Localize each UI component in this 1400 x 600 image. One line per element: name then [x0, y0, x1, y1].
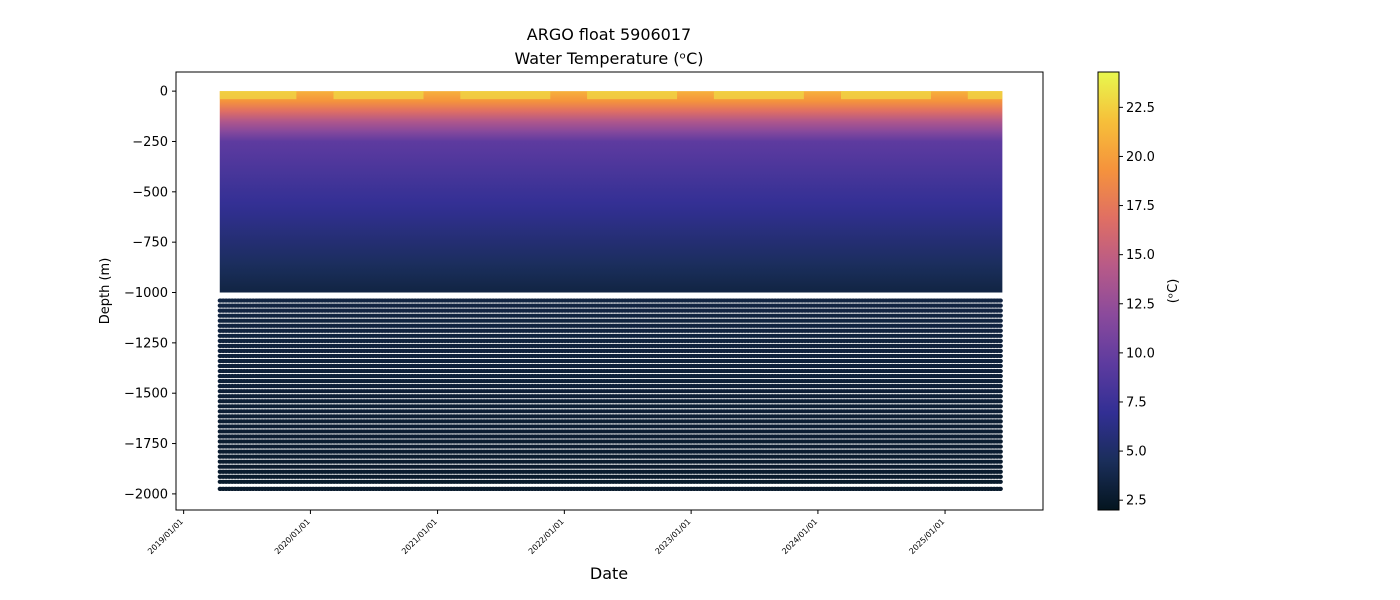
colorbar-tick-label: 7.5	[1126, 395, 1147, 410]
x-axis-ticks: 2019/01/01 2020/01/01 2021/01/01 2022/01/01…	[146, 510, 946, 556]
colorbar-ticks: 2.5 5.0 7.5 10.0 12.5 15.0 17.5 20.0 22.5	[1119, 101, 1155, 509]
colorbar-tick-label: 22.5	[1126, 101, 1155, 116]
y-tick-label: −2000	[124, 487, 168, 502]
colorbar-label: (ᵒC)	[1166, 279, 1181, 304]
colorbar-tick-label: 17.5	[1126, 199, 1155, 214]
surface-warm-patch	[219, 91, 297, 100]
x-axis-label: Date	[590, 564, 628, 583]
y-axis-ticks: 0 −250 −500 −750 −1000 −1250 −1500 −1750 −2000	[124, 85, 176, 502]
x-tick-label: 2024/01/01	[780, 517, 819, 556]
data-layer	[217, 91, 1005, 491]
chart-title: ARGO float 5906017	[527, 25, 691, 44]
chart-subtitle: Water Temperature (ᵒC)	[514, 49, 703, 68]
surface-warm-patch	[713, 91, 804, 100]
x-tick-label: 2025/01/01	[907, 517, 946, 556]
x-tick-label: 2020/01/01	[273, 517, 312, 556]
y-tick-label: −750	[132, 236, 168, 251]
surface-warm-patch	[460, 91, 551, 100]
surface-warm-patch	[587, 91, 678, 100]
colorbar-tick-label: 5.0	[1126, 445, 1147, 460]
x-tick-label: 2023/01/01	[654, 517, 693, 556]
y-tick-label: −500	[132, 185, 168, 200]
y-axis-label: Depth (m)	[98, 258, 113, 325]
y-tick-label: −1500	[124, 387, 168, 402]
colorbar-tick-label: 15.0	[1126, 248, 1155, 263]
y-tick-label: −1750	[124, 437, 168, 452]
surface-warm-patch	[333, 91, 424, 100]
y-tick-label: 0	[160, 85, 168, 100]
surface-warm-patch	[840, 91, 931, 100]
plot-area	[217, 91, 1005, 491]
y-tick-label: −1000	[124, 286, 168, 301]
colorbar: 2.5 5.0 7.5 10.0 12.5 15.0 17.5 20.0 22.5 (ᵒC)	[1097, 71, 1181, 511]
x-tick-label: 2021/01/01	[400, 517, 439, 556]
x-tick-label: 2022/01/01	[527, 517, 566, 556]
y-tick-label: −250	[132, 135, 168, 150]
x-tick-label: 2019/01/01	[146, 517, 185, 556]
colorbar-gradient	[1097, 71, 1120, 511]
plot-frame	[175, 71, 1044, 511]
upper-profile-band	[219, 91, 1003, 293]
colorbar-tick-label: 10.0	[1126, 346, 1155, 361]
colorbar-tick-label: 12.5	[1126, 297, 1155, 312]
y-tick-label: −1250	[124, 336, 168, 351]
colorbar-tick-label: 20.0	[1126, 150, 1155, 165]
colorbar-tick-label: 2.5	[1126, 494, 1147, 509]
surface-warm-patch	[967, 91, 1003, 100]
